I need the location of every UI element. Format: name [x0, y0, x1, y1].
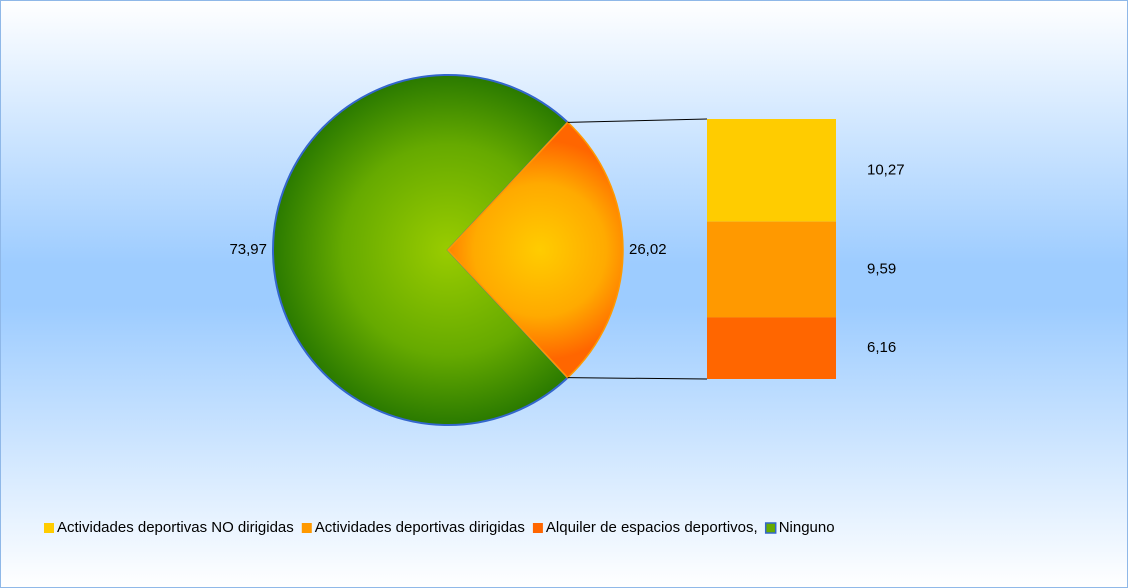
legend-label: Ninguno [779, 519, 835, 536]
bar-segment [707, 221, 836, 318]
legend-marker [764, 522, 777, 534]
connector-line [567, 377, 708, 380]
legend-label: Actividades deportivas dirigidas [315, 519, 525, 536]
legend-marker [532, 523, 543, 533]
data-label: 26,02 [629, 241, 667, 258]
connector-line [567, 118, 708, 123]
legend-label: Alquiler de espacios deportivos, [546, 519, 758, 536]
data-label: 9,59 [867, 261, 896, 278]
legend-marker [44, 523, 54, 533]
legend-label: Actividades deportivas NO dirigidas [57, 519, 294, 536]
bar-segment [707, 317, 836, 379]
data-label: 73,97 [229, 241, 267, 258]
bar-segment [707, 119, 836, 222]
legend-marker [301, 523, 312, 533]
pie-slice [272, 74, 570, 426]
data-label: 6,16 [867, 339, 896, 356]
pie-slice [446, 121, 624, 379]
data-label: 10,27 [867, 161, 905, 178]
